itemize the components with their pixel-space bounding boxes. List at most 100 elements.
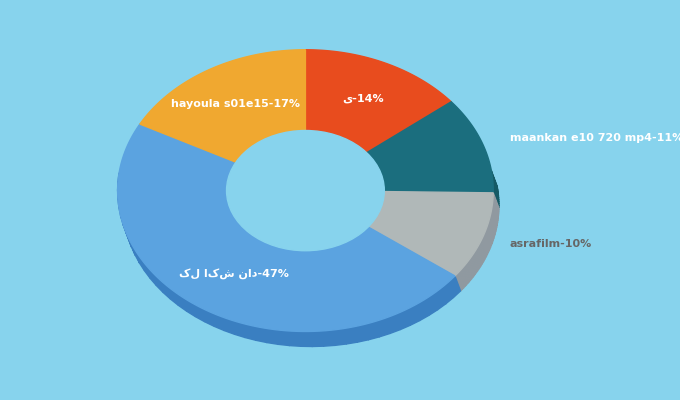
Polygon shape [363,322,379,340]
Polygon shape [118,190,124,214]
Polygon shape [130,240,139,263]
Polygon shape [384,315,400,334]
Polygon shape [490,213,496,230]
Polygon shape [273,329,290,346]
Polygon shape [489,220,495,237]
Polygon shape [487,225,493,242]
Polygon shape [472,254,479,271]
Text: کل اکش ناد-47%: کل اکش ناد-47% [180,268,289,279]
Polygon shape [471,256,477,272]
Polygon shape [173,290,187,311]
Polygon shape [493,181,498,198]
Polygon shape [486,229,492,246]
Polygon shape [120,216,129,239]
Polygon shape [492,171,497,188]
Polygon shape [493,183,498,200]
Polygon shape [459,270,466,286]
Polygon shape [469,258,477,274]
Polygon shape [492,173,498,190]
Polygon shape [199,307,214,326]
Polygon shape [484,232,490,249]
Polygon shape [239,322,256,340]
Polygon shape [490,215,496,232]
Polygon shape [486,227,492,244]
Polygon shape [368,192,493,276]
Polygon shape [462,267,469,284]
Polygon shape [490,216,496,233]
Polygon shape [488,224,494,240]
Polygon shape [467,261,474,277]
Text: maankan e10 720 mp4-11%: maankan e10 720 mp4-11% [509,133,680,143]
Polygon shape [190,302,205,322]
Polygon shape [118,173,124,196]
Polygon shape [455,274,462,291]
Polygon shape [305,50,452,153]
Polygon shape [475,249,481,266]
Polygon shape [492,202,498,219]
Polygon shape [476,248,483,264]
Polygon shape [478,244,485,261]
Ellipse shape [226,130,384,251]
Polygon shape [477,246,483,263]
Polygon shape [261,328,278,344]
Polygon shape [151,271,163,292]
Text: hayoula s01e15-17%: hayoula s01e15-17% [171,98,301,108]
Polygon shape [493,193,499,210]
Polygon shape [492,177,498,194]
Polygon shape [483,236,489,252]
Polygon shape [209,311,224,330]
Text: ی-14%: ی-14% [343,94,384,104]
Polygon shape [469,259,475,276]
Polygon shape [423,295,437,316]
Polygon shape [460,268,468,285]
Polygon shape [139,256,150,278]
Polygon shape [118,124,455,332]
Polygon shape [492,204,498,221]
Polygon shape [229,319,245,338]
Polygon shape [414,300,428,321]
Polygon shape [250,325,267,342]
Polygon shape [394,310,410,330]
Polygon shape [134,248,145,271]
Polygon shape [352,325,369,342]
Polygon shape [158,278,171,299]
Polygon shape [488,222,494,238]
Polygon shape [405,306,420,325]
Polygon shape [140,50,305,162]
Polygon shape [492,206,498,222]
Polygon shape [440,282,454,304]
Text: asrafilm-10%: asrafilm-10% [509,238,592,248]
Polygon shape [492,175,498,192]
Polygon shape [493,195,499,212]
Polygon shape [447,276,460,298]
Polygon shape [341,327,358,344]
Polygon shape [493,185,499,202]
Polygon shape [481,239,488,256]
Polygon shape [493,198,498,215]
Polygon shape [458,272,465,288]
Polygon shape [118,198,124,222]
Polygon shape [480,241,486,258]
Polygon shape [123,224,132,247]
Polygon shape [126,232,135,255]
Polygon shape [181,296,196,317]
Polygon shape [219,316,235,334]
Polygon shape [474,251,481,268]
Polygon shape [492,200,498,217]
Polygon shape [493,191,499,208]
Polygon shape [489,218,495,235]
Polygon shape [479,243,486,259]
Polygon shape [456,273,464,290]
Polygon shape [485,231,491,247]
Polygon shape [295,331,312,346]
Polygon shape [493,187,499,204]
Polygon shape [473,253,479,269]
Polygon shape [118,181,124,205]
Polygon shape [491,211,497,228]
Polygon shape [483,234,490,251]
Polygon shape [330,329,347,345]
Polygon shape [492,208,498,224]
Polygon shape [165,284,178,305]
Polygon shape [464,264,471,280]
Polygon shape [493,196,498,213]
